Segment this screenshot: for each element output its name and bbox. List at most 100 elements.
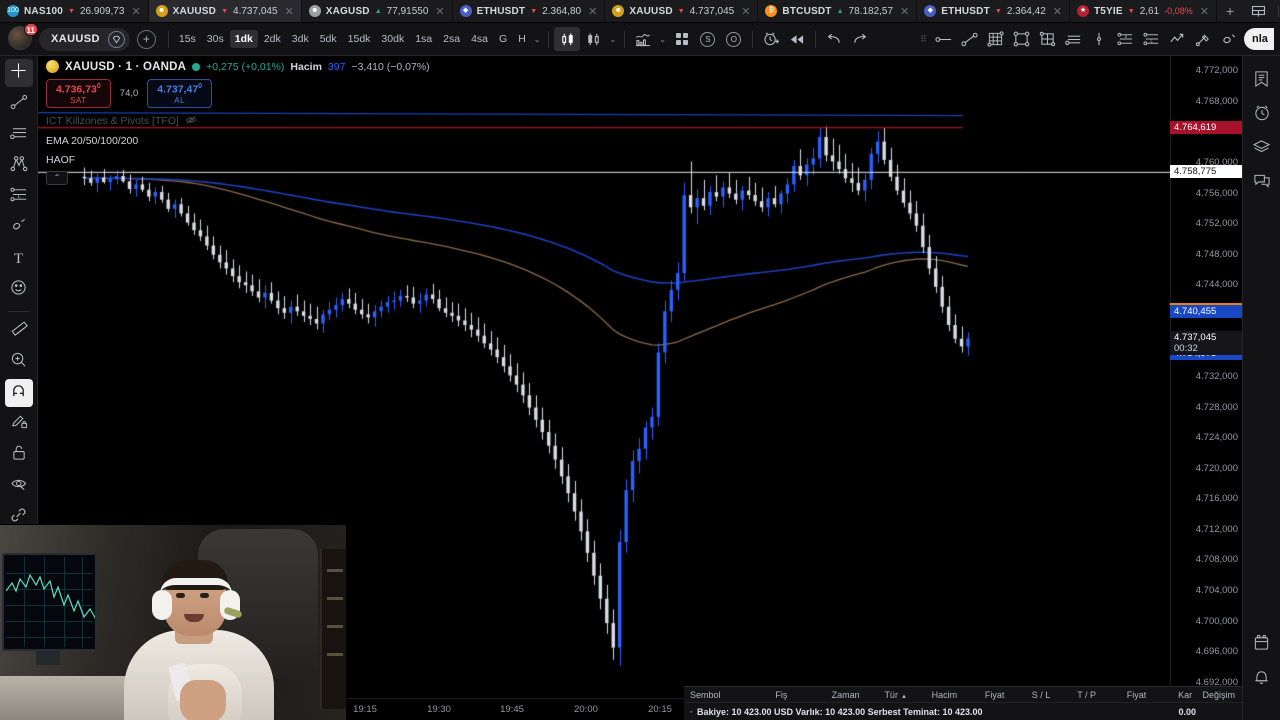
buy-button[interactable]: 4.737,470 AL xyxy=(147,79,213,108)
symbol-tab-ethusdt-3[interactable]: ◆ ETHUSDT ▼ 2.364,80 ✕ xyxy=(453,0,606,22)
eye-slash-icon[interactable] xyxy=(185,115,197,128)
sidebar-item-chat[interactable] xyxy=(1247,166,1277,200)
crossed-rectangle-icon[interactable] xyxy=(1034,27,1060,51)
candlestick-chart-type-button[interactable] xyxy=(554,27,581,51)
positions-column-kar[interactable]: Kar xyxy=(1153,690,1199,700)
timeframe-button-30s[interactable]: 30s xyxy=(206,33,224,45)
toolbar-drag-handle[interactable]: ⠿ xyxy=(920,33,928,44)
sidebar-item-lock-drawings[interactable] xyxy=(5,441,33,469)
zigzag-arrow-icon[interactable] xyxy=(1164,27,1190,51)
sidebar-item-emoji-tool[interactable] xyxy=(5,276,33,304)
alert-clock-icon[interactable] xyxy=(758,27,784,51)
symbol-tab-nas100-0[interactable]: 100 NAS100 ▼ 26.909,73 ✕ xyxy=(0,0,149,22)
timeframe-button-G[interactable]: G xyxy=(499,33,508,45)
magnet-pen-icon[interactable] xyxy=(1216,27,1242,51)
layout-icon[interactable] xyxy=(1243,0,1273,23)
symbol-tab-xauusd-4[interactable]: ☻ XAUUSD ▼ 4.737,045 ✕ xyxy=(605,0,759,22)
sidebar-item-calendar[interactable] xyxy=(1247,628,1277,662)
indicator-row-1[interactable]: ICT Killzones & Pivots [TFO] xyxy=(46,115,430,128)
sidebar-item-sync-drawings[interactable] xyxy=(5,503,33,531)
sidebar-item-fib-retracement-tool[interactable]: L xyxy=(5,183,33,211)
positions-column-tr[interactable]: Tür ▲ xyxy=(867,690,914,700)
positions-column-tp[interactable]: T / P xyxy=(1057,690,1103,700)
indicator-row-2[interactable]: EMA 20/50/100/200 xyxy=(46,135,430,147)
close-icon[interactable]: ✕ xyxy=(284,5,294,18)
positions-column-fiyat[interactable]: Fiyat xyxy=(964,690,1011,700)
sidebar-item-pitchfork-tool[interactable] xyxy=(5,152,33,180)
symbol-tab-ethusdt-6[interactable]: ◆ ETHUSDT ▼ 2.364,42 ✕ xyxy=(917,0,1070,22)
new-tab-button[interactable]: + xyxy=(1225,3,1235,19)
long-position-icon[interactable]: L xyxy=(1138,27,1164,51)
diamond-icon[interactable] xyxy=(107,30,125,48)
close-icon[interactable]: ✕ xyxy=(588,5,598,18)
sidebar-item-trend-line-tool[interactable] xyxy=(5,90,33,118)
timeframe-button-3dk[interactable]: 3dk xyxy=(291,33,309,45)
close-icon[interactable]: ✕ xyxy=(741,5,751,18)
sidebar-item-horizontal-lines-tool[interactable] xyxy=(5,121,33,149)
positions-column-deiim[interactable]: Değişim xyxy=(1199,690,1242,700)
timeframe-button-4sa[interactable]: 4sa xyxy=(471,33,489,45)
symbol-tab-xauusd-1[interactable]: ☻ XAUUSD ▼ 4.737,045 ✕ xyxy=(148,0,302,22)
undo-icon[interactable] xyxy=(821,27,847,51)
trend-line-icon[interactable] xyxy=(956,27,982,51)
close-icon[interactable]: ✕ xyxy=(435,5,445,18)
symbol-tab-t5yie-7[interactable]: ★ T5YIE ▼ 2,61 -0,08% ✕ xyxy=(1070,0,1217,22)
redo-icon[interactable] xyxy=(847,27,873,51)
close-icon[interactable]: ✕ xyxy=(131,5,141,18)
positions-column-sembol[interactable]: Sembol xyxy=(684,690,734,700)
sell-button[interactable]: 4.736,730 SAT xyxy=(46,79,111,108)
symbol-tab-xagusd-2[interactable]: ☻ XAGUSD ▲ 77,91550 ✕ xyxy=(302,0,453,22)
sidebar-item-hide-drawings[interactable] xyxy=(5,472,33,500)
positions-column-sl[interactable]: S / L xyxy=(1011,690,1057,700)
positions-column-fi[interactable]: Fiş xyxy=(734,690,794,700)
chevron-down-icon[interactable]: ⌄ xyxy=(533,34,541,44)
grid-icon[interactable] xyxy=(982,27,1008,51)
s-toggle-button[interactable]: S xyxy=(695,27,721,51)
price-scale[interactable]: 4.772,000 4.768,000 4.760,000 4.756,000 4.75… xyxy=(1170,56,1242,720)
symbol-search-input[interactable]: XAUUSD xyxy=(39,27,130,51)
sidebar-item-zoom-tool[interactable] xyxy=(5,348,33,376)
sidebar-item-text-tool[interactable]: T xyxy=(5,245,33,273)
bar-chart-type-button[interactable] xyxy=(580,27,606,51)
timeframe-button-1sa[interactable]: 1sa xyxy=(415,33,433,45)
timeframe-button-1dk[interactable]: 1dk xyxy=(229,30,258,48)
sidebar-item-crosshair-tool[interactable] xyxy=(4,59,33,87)
chart-symbol-label[interactable]: XAUUSD · 1 · OANDA xyxy=(65,60,187,73)
expand-bullet-icon[interactable]: · xyxy=(690,706,693,717)
timeframe-button-5dk[interactable]: 5dk xyxy=(319,33,337,45)
chart-type-chevron-icon[interactable]: ⌄ xyxy=(609,34,617,44)
timeframe-button-2sa[interactable]: 2sa xyxy=(443,33,461,45)
close-icon[interactable]: ✕ xyxy=(900,5,910,18)
o-toggle-button[interactable]: O xyxy=(721,27,747,51)
sidebar-item-measure-tool[interactable] xyxy=(5,317,33,345)
rectangle-icon[interactable] xyxy=(1008,27,1034,51)
templates-button[interactable] xyxy=(669,27,695,51)
timeframe-button-H[interactable]: H xyxy=(518,33,526,45)
replay-icon[interactable] xyxy=(784,27,810,51)
timeframe-button-2dk[interactable]: 2dk xyxy=(263,33,281,45)
timeframe-button-30dk[interactable]: 30dk xyxy=(381,33,405,45)
positions-column-hacim[interactable]: Hacim xyxy=(914,690,964,700)
sidebar-item-brush-tool[interactable] xyxy=(5,214,33,242)
horizontal-line-icon[interactable] xyxy=(930,27,956,51)
sidebar-item-object-tree[interactable] xyxy=(1247,132,1277,166)
close-icon[interactable]: ✕ xyxy=(1199,5,1209,18)
sidebar-item-magnet-tool[interactable] xyxy=(4,379,33,407)
indicators-button[interactable] xyxy=(630,27,656,51)
symbol-tab-btcusdt-5[interactable]: ₿ BTCUSDT ▲ 78.182,57 ✕ xyxy=(758,0,918,22)
sidebar-item-watchlist[interactable] xyxy=(1247,64,1277,98)
sidebar-item-alerts[interactable] xyxy=(1247,98,1277,132)
vertical-line-icon[interactable] xyxy=(1086,27,1112,51)
positions-column-fiyat[interactable]: Fiyat xyxy=(1103,690,1153,700)
indicators-chevron-icon[interactable]: ⌄ xyxy=(659,34,666,44)
user-avatar[interactable]: 11 xyxy=(8,23,38,52)
add-symbol-button[interactable]: + xyxy=(136,29,156,49)
short-position-icon[interactable]: S xyxy=(1112,27,1138,51)
sidebar-item-stay-in-drawing-mode[interactable] xyxy=(5,410,33,438)
sidebar-item-notifications[interactable] xyxy=(1247,662,1277,696)
share-idea-button[interactable]: nla xyxy=(1244,28,1274,50)
timeframe-button-15s[interactable]: 15s xyxy=(178,33,196,45)
brush-icon[interactable] xyxy=(1190,27,1216,51)
close-icon[interactable]: ✕ xyxy=(1052,5,1062,18)
collapse-legend-button[interactable]: ⌃ xyxy=(46,170,68,185)
